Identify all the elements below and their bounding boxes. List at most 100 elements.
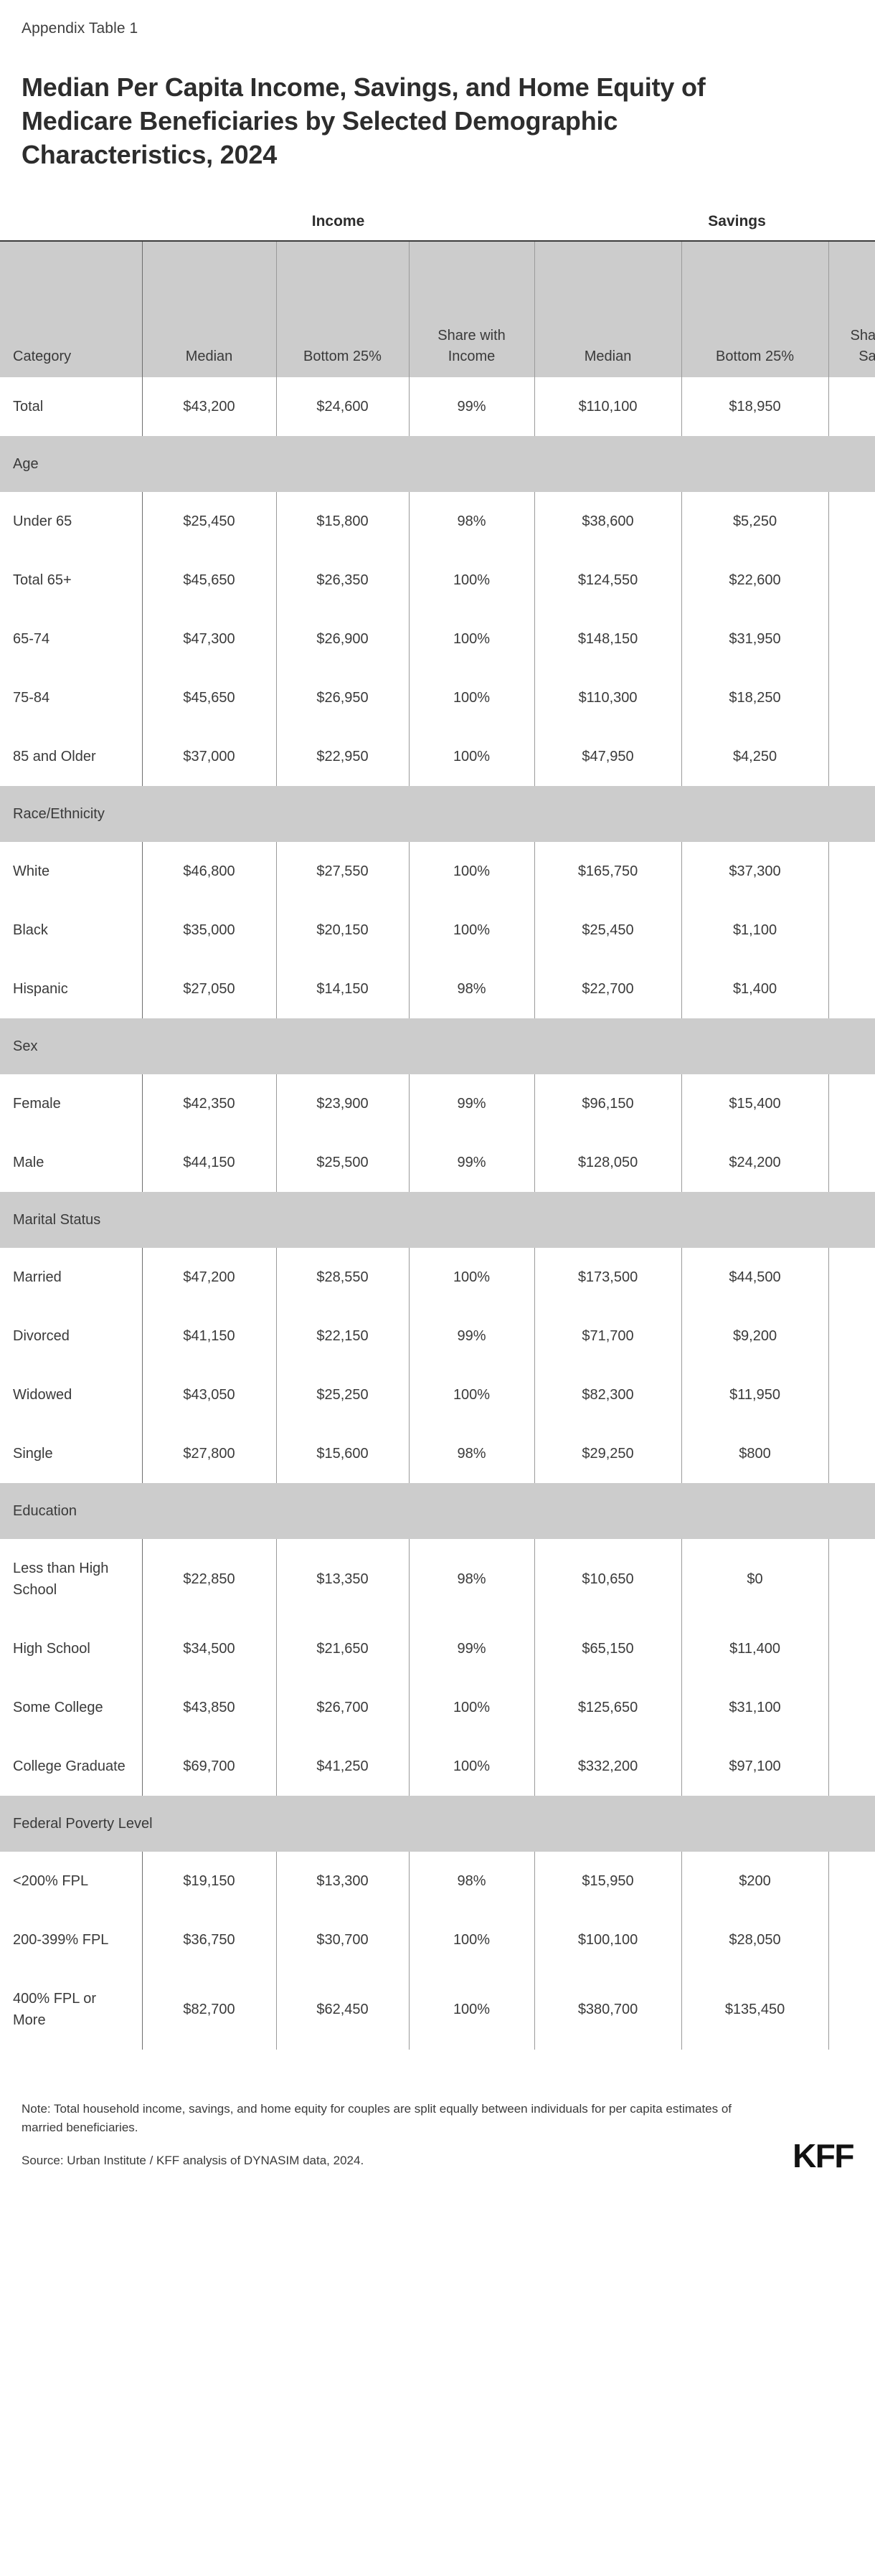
table-row: Married $47,200 $28,550 100% $173,500 $44,500… [0,1247,875,1307]
row-category-cell: Less than High School [0,1538,143,1619]
col-header-income-median[interactable]: Median [142,240,277,377]
row-value-cell: $124,550 [534,550,682,610]
column-header-row: Category Median Bottom 25% Share with In… [0,240,875,377]
row-value-cell: 9 [828,1677,875,1737]
row-value-cell: $800 [681,1424,829,1483]
row-value-cell: $18,250 [681,668,829,727]
row-value-cell: $46,800 [142,841,277,901]
row-value-cell: $97,100 [681,1736,829,1796]
row-value-cell: $173,500 [534,1247,682,1307]
section-label: Education [0,1482,875,1539]
section-header-row: Marital Status [0,1191,875,1248]
row-category-cell: Divorced [0,1306,143,1365]
row-value-cell: 9 [828,1910,875,1969]
kff-logo: KFF [793,2136,854,2174]
row-value-cell: $110,100 [534,377,682,436]
row-value-cell: $1,100 [681,900,829,960]
row-category-cell: 85 and Older [0,726,143,786]
demographics-data-table: Income Savings Category Median Bottom 25… [0,203,875,2050]
row-value-cell: 8 [828,726,875,786]
col-header-category[interactable]: Category [0,240,143,377]
row-value-cell: 9 [828,1736,875,1796]
row-value-cell: $43,850 [142,1677,277,1737]
row-value-cell: $45,650 [142,668,277,727]
row-value-cell: 9 [828,1969,875,2050]
row-category-cell: 400% FPL or More [0,1969,143,2050]
row-value-cell: 9 [828,841,875,901]
row-value-cell: $11,400 [681,1619,829,1678]
row-value-cell: 8 [828,668,875,727]
table-row: College Graduate $69,700 $41,250 100% $332,2… [0,1736,875,1796]
row-value-cell: $332,200 [534,1736,682,1796]
col-header-savings-bottom25[interactable]: Bottom 25% [681,240,829,377]
table-horizontal-scroll-region[interactable]: Income Savings Category Median Bottom 25… [0,203,875,2050]
row-value-cell: $44,500 [681,1247,829,1307]
section-header-row: Education [0,1482,875,1539]
row-value-cell: $71,700 [534,1306,682,1365]
row-category-cell: Black [0,900,143,960]
row-value-cell: $110,300 [534,668,682,727]
row-value-cell: $18,950 [681,377,829,436]
row-value-cell: $43,200 [142,377,277,436]
row-value-cell: $11,950 [681,1365,829,1424]
section-label: Marital Status [0,1191,875,1248]
row-category-cell: College Graduate [0,1736,143,1796]
row-value-cell: $165,750 [534,841,682,901]
row-value-cell: 100% [409,1247,535,1307]
col-header-savings-median[interactable]: Median [534,240,682,377]
row-value-cell: $28,050 [681,1910,829,1969]
row-value-cell: $69,700 [142,1736,277,1796]
row-value-cell: 8 [828,1306,875,1365]
row-value-cell: 7 [828,1424,875,1483]
row-value-cell: $22,150 [276,1306,410,1365]
row-value-cell: 9 [828,609,875,668]
row-value-cell: $31,100 [681,1677,829,1737]
row-value-cell: 99% [409,1132,535,1192]
section-header-row: Race/Ethnicity [0,785,875,842]
row-value-cell: $1,400 [681,959,829,1018]
row-value-cell: $22,700 [534,959,682,1018]
row-value-cell: 8 [828,491,875,551]
row-value-cell: 100% [409,900,535,960]
row-value-cell: 98% [409,1851,535,1910]
row-value-cell: $200 [681,1851,829,1910]
table-row: High School $34,500 $21,650 99% $65,150 $11,4… [0,1619,875,1678]
row-value-cell: $38,600 [534,491,682,551]
row-value-cell: $28,550 [276,1247,410,1307]
row-value-cell: $30,700 [276,1910,410,1969]
col-header-income-share[interactable]: Share with Income [409,240,535,377]
row-value-cell: $82,300 [534,1365,682,1424]
group-header-row: Income Savings [0,203,875,241]
row-category-cell: White [0,841,143,901]
col-header-income-bottom25[interactable]: Bottom 25% [276,240,410,377]
row-value-cell: $42,350 [142,1074,277,1133]
row-value-cell: 9 [828,1132,875,1192]
group-header-income: Income [142,203,535,241]
row-category-cell: Under 65 [0,491,143,551]
row-value-cell: $14,150 [276,959,410,1018]
table-row: Some College $43,850 $26,700 100% $125,650 $3… [0,1677,875,1737]
section-label: Race/Ethnicity [0,785,875,842]
row-category-cell: <200% FPL [0,1851,143,1910]
row-category-cell: Male [0,1132,143,1192]
footnote-note: Note: Total household income, savings, a… [22,2101,732,2135]
table-body: Total$43,200$24,60099%$110,100$18,9509Ag… [0,377,875,2050]
row-value-cell: $47,300 [142,609,277,668]
section-label: Age [0,435,875,492]
table-eyebrow: Appendix Table 1 [22,20,138,37]
row-value-cell: $25,450 [142,491,277,551]
table-head: Income Savings Category Median Bottom 25… [0,203,875,377]
row-value-cell: $13,350 [276,1538,410,1619]
row-value-cell: 99% [409,1074,535,1133]
row-value-cell: $9,200 [681,1306,829,1365]
row-value-cell: 9 [828,377,875,436]
col-header-savings-share[interactable]: Share with Savings [828,240,875,377]
section-header-row: Sex [0,1018,875,1074]
row-value-cell: 9 [828,550,875,610]
